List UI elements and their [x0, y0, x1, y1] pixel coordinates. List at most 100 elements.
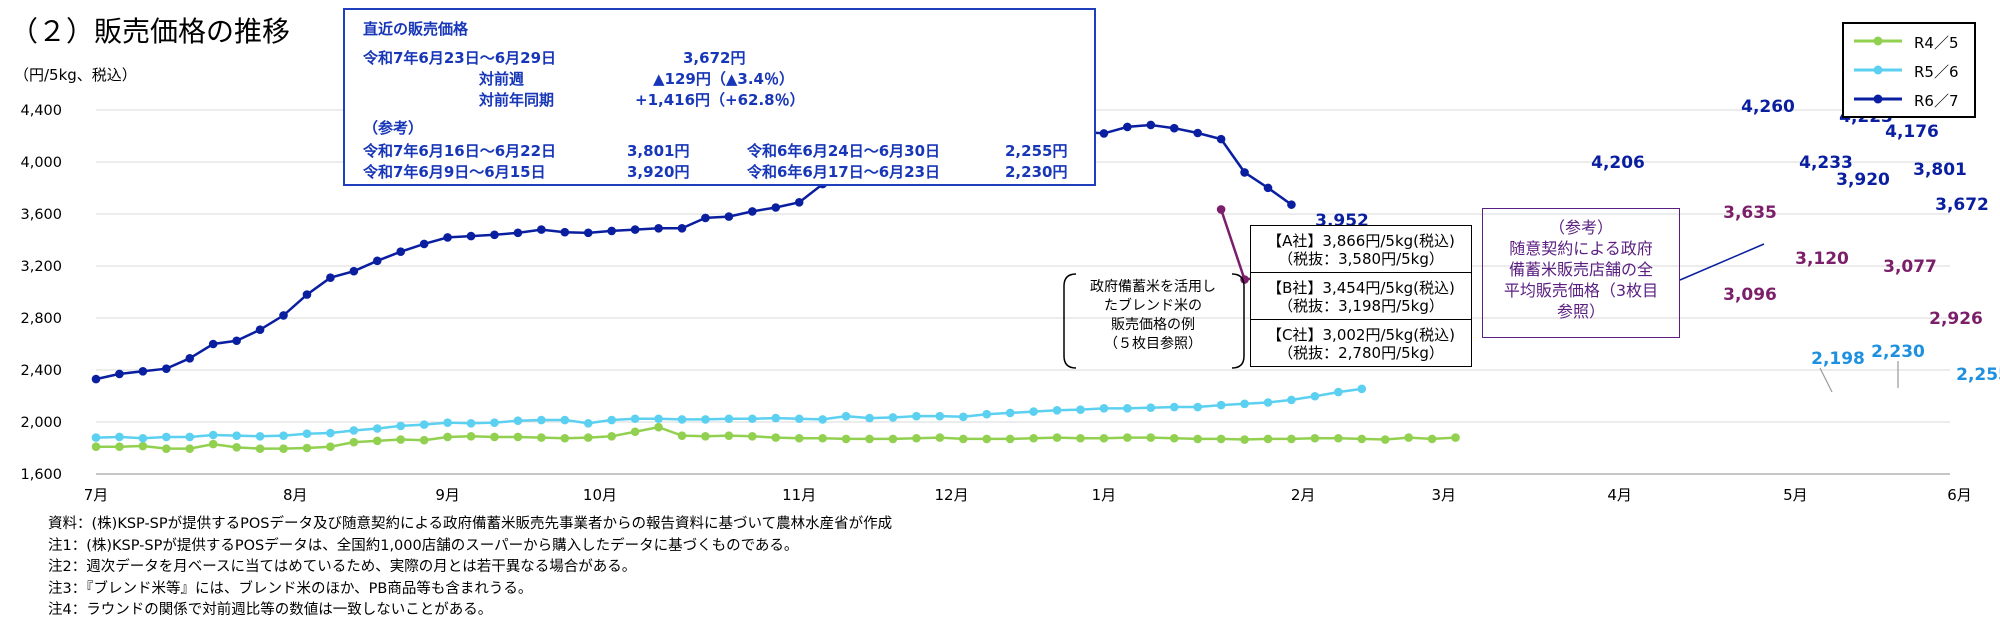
data-point	[138, 433, 148, 443]
data-point	[630, 427, 640, 437]
data-point	[443, 233, 452, 242]
data-point	[701, 432, 710, 441]
company-box-divider	[1251, 272, 1471, 273]
chart-legend: R4／5 R5／6 R6／7	[1842, 22, 1976, 118]
data-point	[841, 434, 851, 444]
reference-note-line: 平均販売価格（3枚目	[1503, 281, 1659, 300]
data-point	[677, 224, 687, 233]
data-point	[607, 432, 616, 441]
data-point	[255, 432, 265, 441]
data-point	[935, 433, 945, 442]
note-2: 注2：週次データを月ベースに当てはめているため、実際の月とは若干異なる場合がある…	[48, 559, 637, 575]
data-point	[1287, 434, 1296, 444]
data-point	[818, 433, 827, 443]
info-yoy-value: +1,416円（+62.8％）	[635, 91, 805, 109]
data-point	[1099, 433, 1109, 443]
data-point	[865, 413, 874, 423]
y-axis-tick-labels: 1,600 2,000 2,400 2,800 3,200 3,600 4,000 4,400	[20, 103, 62, 483]
data-point	[232, 431, 241, 440]
data-point	[372, 436, 382, 446]
data-label: 2,230	[1871, 342, 1925, 362]
blend-rice-note: 政府備蓄米を活用し たブレンド米の 販売価格の例 （５枚目参照）	[1068, 278, 1238, 364]
legend-item: R6／7	[1844, 87, 1974, 111]
data-point	[1029, 407, 1038, 416]
reference-note-line: （参考）	[1548, 218, 1613, 237]
leader-line	[1819, 367, 1833, 393]
data-point	[583, 433, 593, 442]
info-ref-price: 3,920円	[627, 163, 690, 181]
data-label: 3,635	[1723, 203, 1777, 223]
data-point	[560, 415, 570, 425]
data-point	[865, 434, 874, 444]
data-point	[1193, 128, 1202, 138]
data-point	[1169, 123, 1179, 133]
chart-heading: （２）販売価格の推移	[10, 15, 291, 48]
reference-note-line: 随意契約による政府	[1509, 239, 1653, 258]
data-label: 3,920	[1836, 170, 1890, 190]
y-tick-label: 2,000	[20, 415, 62, 431]
data-point	[1427, 434, 1437, 444]
data-point	[1146, 120, 1156, 130]
note-4: 注4：ラウンドの関係で対前週比等の数値は一致しないことがある。	[48, 602, 493, 618]
data-point	[490, 432, 499, 442]
data-point	[748, 414, 757, 424]
source-note: 資料：(株)KSP-SPが提供するPOSデータ及び随意契約による政府備蓄米販売先…	[48, 516, 893, 532]
y-axis-unit-label: （円/5kg、税込）	[14, 66, 137, 84]
data-point	[771, 203, 781, 212]
y-tick-label: 1,600	[20, 467, 62, 483]
data-point	[1123, 404, 1132, 413]
data-point	[372, 256, 382, 266]
data-point	[91, 442, 101, 452]
blend-note-bracket-icon	[1063, 273, 1245, 369]
y-tick-label: 3,200	[20, 259, 62, 275]
data-label: 2,926	[1929, 309, 1983, 329]
data-point	[560, 433, 570, 443]
info-title: 直近の販売価格	[363, 20, 469, 38]
data-point	[208, 430, 218, 440]
data-point	[513, 416, 523, 426]
blend-note-line: 販売価格の例	[1111, 317, 1195, 333]
note-1: 注1：(株)KSP-SPが提供するPOSデータは、全国約1,000店舗のスーパー…	[48, 537, 799, 554]
data-point	[208, 339, 218, 349]
x-tick-label: 2月	[1291, 486, 1316, 504]
company-price-item: 【B社】3,454円/5kg(税込) （税抜：3,198円/5kg）	[1251, 279, 1471, 315]
reference-note-box: （参考） 随意契約による政府 備蓄米販売店舗の全 平均販売価格（3枚目 参照）	[1482, 208, 1680, 338]
data-point	[1146, 403, 1156, 413]
data-point	[279, 431, 288, 440]
data-point	[1404, 433, 1413, 442]
data-point	[490, 418, 499, 427]
info-ref-period: 令和7年6月9日～6月15日	[363, 163, 546, 181]
data-point	[396, 435, 406, 444]
data-label: 4,260	[1741, 97, 1795, 117]
data-point	[701, 415, 710, 424]
data-label: 3,077	[1883, 257, 1937, 277]
data-point	[724, 212, 734, 221]
data-point	[255, 444, 265, 453]
data-point	[396, 421, 406, 431]
data-point	[1216, 205, 1226, 214]
data-point	[1123, 433, 1132, 442]
data-point	[115, 369, 124, 379]
y-tick-label: 3,600	[20, 207, 62, 223]
data-point	[1169, 402, 1179, 412]
company-box-divider	[1251, 319, 1471, 320]
source-notes: 資料：(株)KSP-SPが提供するPOSデータ及び随意契約による政府備蓄米販売先…	[48, 514, 892, 622]
latest-price-info-box: 直近の販売価格 令和7年6月23日～6月29日 3,672円 対前週 ▲129円…	[343, 8, 1096, 186]
legend-label: R6／7	[1914, 92, 1959, 110]
data-point	[1380, 435, 1390, 444]
data-point	[888, 434, 898, 444]
data-point	[466, 419, 476, 428]
x-tick-label: 3月	[1432, 486, 1457, 504]
data-point	[1287, 395, 1296, 405]
info-latest-price: 3,672円	[683, 49, 746, 67]
x-tick-label: 5月	[1783, 486, 1808, 504]
data-point	[138, 367, 148, 376]
reference-leader-line	[1679, 243, 1765, 281]
data-point	[349, 437, 359, 447]
data-point	[1076, 433, 1085, 443]
info-latest-period: 令和7年6月23日～6月29日	[363, 49, 557, 67]
data-point	[1357, 434, 1367, 444]
data-point	[302, 443, 312, 453]
data-point	[1263, 183, 1273, 193]
x-axis-month-labels: 7月 8月 9月 10月 11月 12月 1月 2月 3月 4月 5月 6月	[84, 486, 1972, 504]
